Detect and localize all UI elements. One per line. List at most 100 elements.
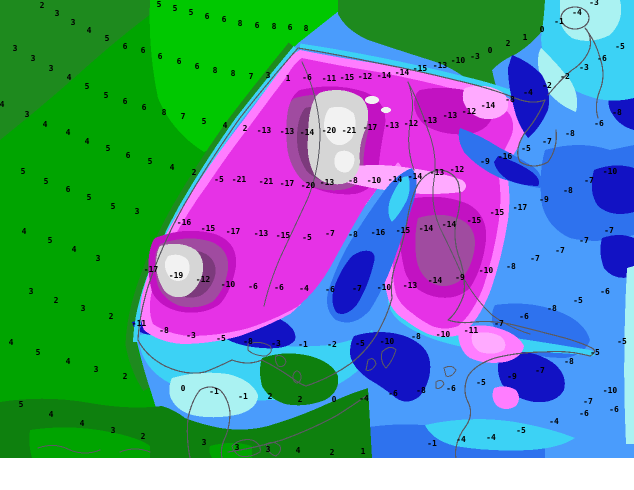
temp-label: -5 bbox=[573, 296, 583, 305]
temp-label: -5 bbox=[302, 233, 312, 242]
temp-label: 6 bbox=[255, 21, 260, 30]
coast-frisian bbox=[37, 444, 151, 454]
temp-label: -5 bbox=[214, 175, 224, 184]
temp-label: -5 bbox=[615, 42, 625, 51]
temp-label: -15 bbox=[396, 226, 411, 235]
temp-label: 6 bbox=[123, 42, 128, 51]
temp-label: 6 bbox=[66, 185, 71, 194]
temp-label: 0 bbox=[540, 25, 545, 34]
temp-label: -13 bbox=[443, 111, 458, 120]
temp-label: -3 bbox=[579, 63, 589, 72]
coast-baltic bbox=[305, 169, 596, 458]
temp-label: 3 bbox=[55, 9, 60, 18]
temp-label: 4 bbox=[296, 446, 301, 455]
coast-whitesea bbox=[547, 27, 604, 119]
temp-label: 6 bbox=[288, 23, 293, 32]
temperature-labels: 2 3 3 4 5 6 5 5 5 6 6 8 6 8 6 8 3 3 3 4 5 5 6 6 6 6 8 8 7 3 1 4 3 4 6 6 8 7 5 4… bbox=[0, 0, 627, 457]
temp-label: -13 bbox=[254, 229, 269, 238]
temp-label: -5 bbox=[476, 378, 486, 387]
coast-north bbox=[297, 47, 557, 167]
temp-label: 5 bbox=[106, 144, 111, 153]
temp-label: -6 bbox=[579, 409, 589, 418]
temp-label: -16 bbox=[177, 218, 192, 227]
region-navy bbox=[591, 165, 634, 214]
temp-label: 1 bbox=[361, 447, 366, 456]
temp-label: -12 bbox=[404, 119, 419, 128]
temp-label: -1 bbox=[298, 340, 308, 349]
temp-label: -5 bbox=[617, 337, 627, 346]
temp-label: -2 bbox=[327, 340, 337, 349]
region-white bbox=[381, 107, 391, 113]
temp-label: -17 bbox=[280, 179, 295, 188]
temp-label: 4 bbox=[43, 120, 48, 129]
temp-label: -13 bbox=[430, 168, 445, 177]
temp-label: -8 bbox=[612, 108, 622, 117]
region-pink-spot bbox=[492, 386, 519, 409]
temp-label: 6 bbox=[195, 62, 200, 71]
coast-norway bbox=[137, 47, 307, 387]
temp-label: -10 bbox=[380, 337, 395, 346]
temp-label: 1 bbox=[523, 33, 528, 42]
temp-label: -5 bbox=[216, 334, 226, 343]
temp-label: -17 bbox=[144, 265, 159, 274]
temp-label: 4 bbox=[67, 73, 72, 82]
temp-label: 2 bbox=[109, 312, 114, 321]
temp-label: 3 bbox=[202, 438, 207, 447]
temp-label: 8 bbox=[238, 19, 243, 28]
temp-label: -4 bbox=[359, 394, 369, 403]
temp-label: 5 bbox=[104, 91, 109, 100]
temp-label: -17 bbox=[513, 203, 528, 212]
temp-label: 3 bbox=[266, 445, 271, 454]
temp-label: 6 bbox=[222, 15, 227, 24]
region-pink-spot-core bbox=[471, 332, 506, 354]
temp-label: -3 bbox=[186, 331, 196, 340]
temp-label: -6 bbox=[325, 285, 335, 294]
temp-label: -7 bbox=[579, 236, 589, 245]
region-baltic-cyan-band bbox=[425, 419, 575, 451]
region-arctic-pale bbox=[559, 0, 622, 41]
temp-label: 8 bbox=[231, 69, 236, 78]
temp-label: -1 bbox=[427, 439, 437, 448]
temp-label: 2 bbox=[141, 432, 146, 441]
region-sea-warm bbox=[149, 0, 345, 152]
temp-label: 5 bbox=[148, 157, 153, 166]
temp-label: 4 bbox=[85, 137, 90, 146]
temp-label: -15 bbox=[467, 216, 482, 225]
temp-label: 3 bbox=[49, 64, 54, 73]
temp-label: 3 bbox=[81, 304, 86, 313]
temp-label: -13 bbox=[257, 126, 272, 135]
temp-label: -4 bbox=[523, 88, 533, 97]
temp-label: -14 bbox=[300, 128, 315, 137]
temp-label: 5 bbox=[189, 8, 194, 17]
temp-label: -12 bbox=[358, 72, 373, 81]
temp-label: -9 bbox=[507, 372, 517, 381]
temp-label: 5 bbox=[19, 400, 24, 409]
temp-label: 6 bbox=[141, 46, 146, 55]
lake-skane bbox=[292, 370, 302, 384]
temp-label: -6 bbox=[446, 384, 456, 393]
temp-label: -6 bbox=[597, 54, 607, 63]
temp-label: -16 bbox=[371, 228, 386, 237]
region-kola-navy bbox=[508, 55, 550, 138]
temp-label: 4 bbox=[72, 245, 77, 254]
temp-label: -7 bbox=[530, 254, 540, 263]
temp-label: 6 bbox=[126, 151, 131, 160]
temp-label: 4 bbox=[0, 100, 5, 109]
temp-label: -15 bbox=[340, 73, 355, 82]
temp-label: -13 bbox=[320, 178, 335, 187]
region-white bbox=[334, 150, 355, 173]
border-finland-russia bbox=[407, 81, 531, 335]
temp-label: -1 bbox=[554, 17, 564, 26]
temp-label: -12 bbox=[450, 165, 465, 174]
temp-label: -10 bbox=[479, 266, 494, 275]
temp-label: -20 bbox=[322, 126, 337, 135]
temp-label: -19 bbox=[169, 271, 184, 280]
temp-label: -3 bbox=[589, 0, 599, 7]
temp-label: 4 bbox=[9, 338, 14, 347]
temp-label: 1 bbox=[286, 74, 291, 83]
temp-label: -6 bbox=[274, 283, 284, 292]
temp-label: -14 bbox=[419, 224, 434, 233]
temp-label: 5 bbox=[111, 202, 116, 211]
temp-label: 6 bbox=[142, 103, 147, 112]
